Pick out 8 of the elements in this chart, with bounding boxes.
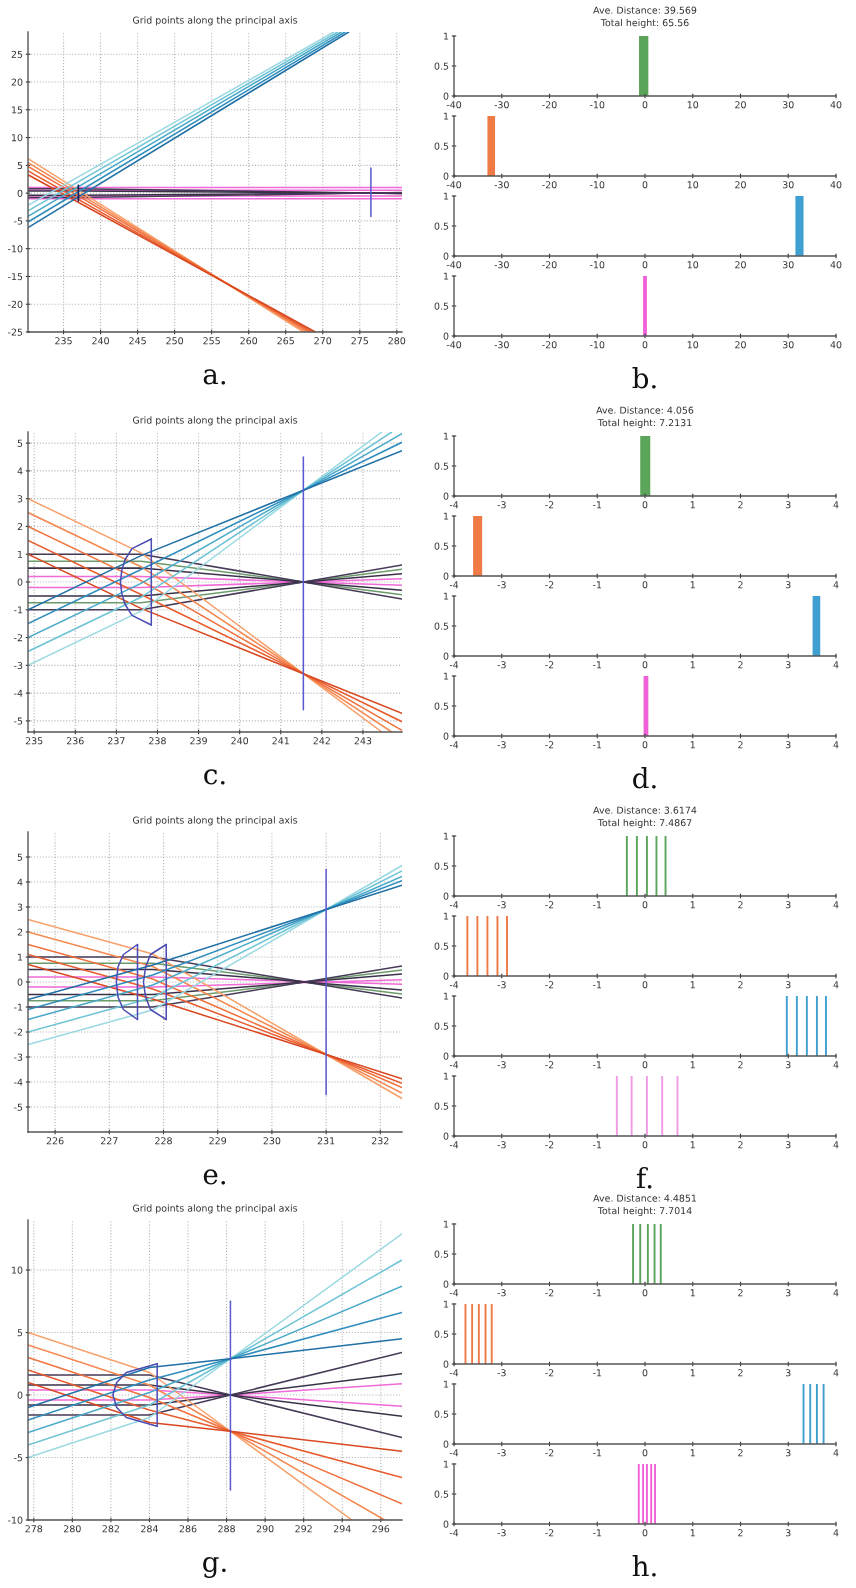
text: c. (204, 769, 225, 785)
text: a. (203, 369, 226, 385)
text: f. (636, 1167, 652, 1189)
text: e. (203, 1169, 226, 1185)
text: g. (203, 1556, 226, 1578)
text: d. (633, 767, 656, 789)
text: b. (632, 367, 656, 389)
text: h. (632, 1555, 656, 1577)
